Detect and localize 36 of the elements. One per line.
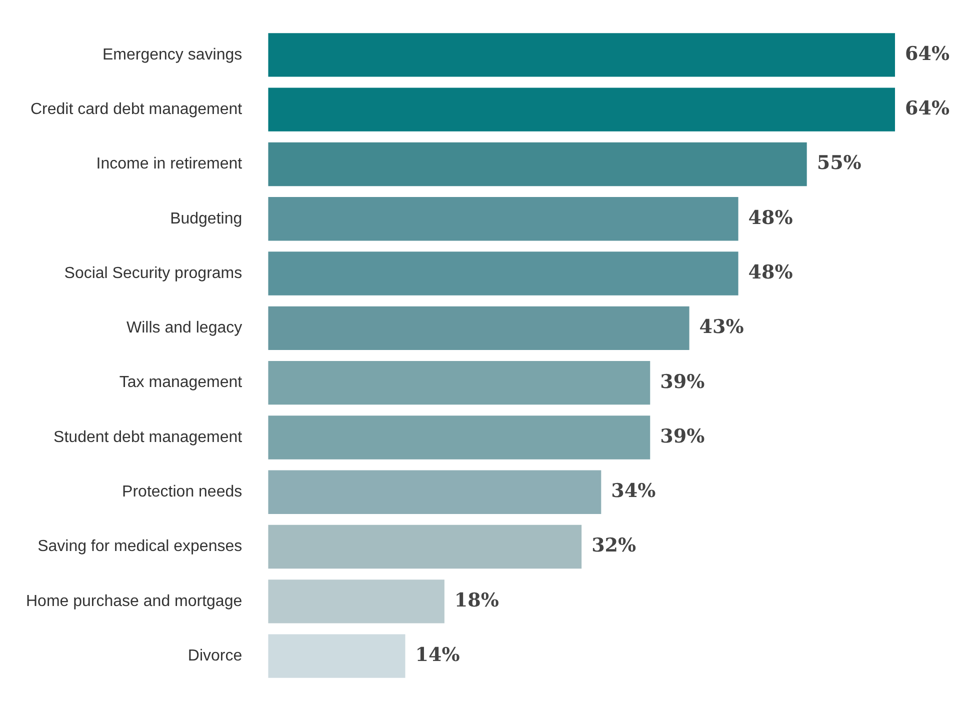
y-tick-label: Wills and legacy [126,320,242,337]
y-tick-label: Home purchase and mortgage [26,592,242,610]
data-label: 48% [748,261,793,284]
y-tick-label: Budgeting [170,210,242,228]
data-label: 39% [660,425,705,448]
y-tick-label: Emergency savings [102,46,242,64]
bar [268,634,406,678]
data-label: 18% [454,589,499,612]
data-label: 64% [905,98,950,120]
bar [268,306,690,350]
bar [268,33,895,77]
bar [268,470,602,514]
bar [268,88,895,132]
data-label: 32% [592,534,636,557]
bar [268,252,738,296]
data-label: 64% [905,42,950,65]
data-label: 48% [748,206,793,229]
bar [268,142,807,186]
y-tick-label: Divorce [188,647,242,664]
bar [268,416,650,460]
data-label: 55% [816,152,862,174]
data-label: 14% [415,644,460,666]
y-tick-label: Income in retirement [96,156,243,173]
data-label: 34% [611,480,656,502]
y-tick-label: Student debt management [54,428,243,446]
y-tick-label: Saving for medical expenses [38,538,242,556]
data-label: 39% [660,370,705,393]
y-tick-label: Credit card debt management [30,100,243,118]
bar [268,197,738,241]
bar [268,524,582,569]
y-tick-label: Protection needs [122,484,242,501]
data-label: 43% [699,316,744,338]
bar [268,580,444,624]
bar [268,360,650,405]
y-tick-label: Social Security programs [64,264,242,282]
y-tick-label: Tax management [119,374,243,392]
